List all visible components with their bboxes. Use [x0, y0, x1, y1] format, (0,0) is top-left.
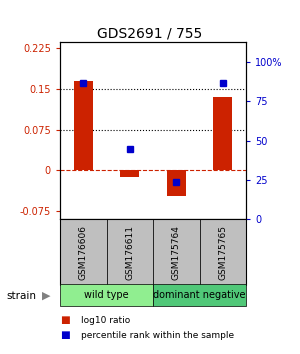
- Bar: [121, 171, 139, 177]
- Text: wild type: wild type: [84, 290, 129, 300]
- Text: GSM176606: GSM176606: [79, 225, 88, 280]
- Text: ■: ■: [60, 330, 70, 340]
- Text: GSM175764: GSM175764: [172, 225, 181, 280]
- Text: strain: strain: [6, 291, 36, 301]
- Text: dominant negative: dominant negative: [153, 290, 246, 300]
- Text: GSM176611: GSM176611: [125, 225, 134, 280]
- Text: GSM175765: GSM175765: [218, 225, 227, 280]
- Bar: [167, 171, 185, 196]
- Text: ■: ■: [60, 315, 70, 325]
- Bar: [214, 97, 232, 171]
- Text: GDS2691 / 755: GDS2691 / 755: [98, 26, 202, 40]
- Text: percentile rank within the sample: percentile rank within the sample: [81, 331, 234, 340]
- Bar: [60, 284, 153, 306]
- Bar: [153, 284, 246, 306]
- Bar: [153, 219, 200, 285]
- Text: ▶: ▶: [42, 291, 51, 301]
- Bar: [60, 219, 106, 285]
- Bar: [74, 81, 93, 171]
- Bar: [106, 219, 153, 285]
- Text: log10 ratio: log10 ratio: [81, 316, 130, 325]
- Bar: [200, 219, 246, 285]
